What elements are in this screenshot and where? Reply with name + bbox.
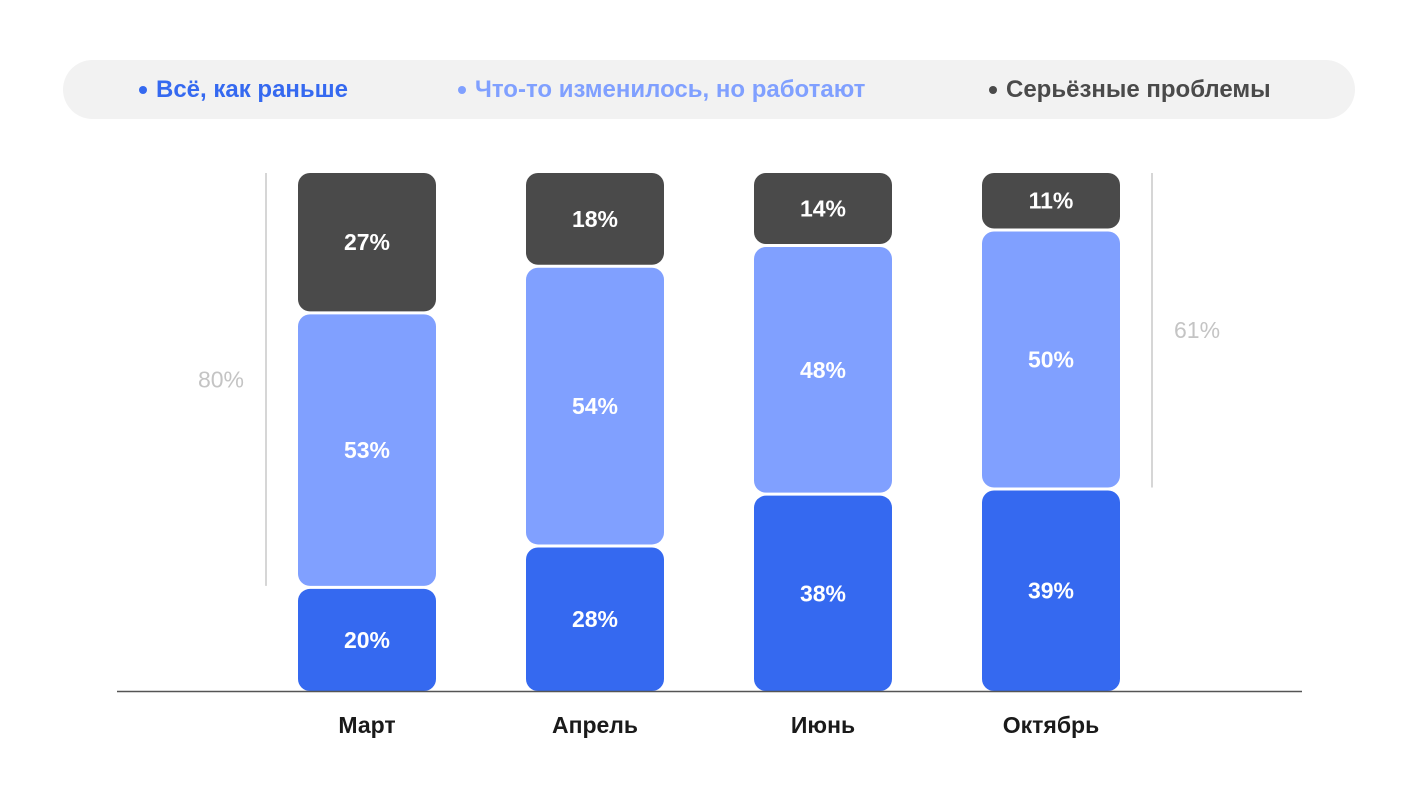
bar-segment	[982, 173, 1120, 229]
data-label: 27%	[344, 229, 390, 255]
bar-segment	[298, 173, 436, 312]
bracket-label: 61%	[1174, 317, 1220, 343]
x-tick-label: Апрель	[552, 712, 638, 738]
legend-dot-problems	[989, 85, 997, 94]
data-label: 18%	[572, 206, 618, 232]
legend-label-changed: Что-то изменилось, но работают	[475, 75, 866, 103]
bar-segment	[754, 247, 892, 493]
data-label: 14%	[800, 196, 846, 222]
x-tick-label: Июнь	[791, 712, 855, 738]
bar-segment	[298, 314, 436, 586]
bar-segment	[754, 495, 892, 691]
bar-segment	[526, 267, 664, 545]
bar-segment	[982, 231, 1120, 488]
data-label: 48%	[800, 357, 846, 383]
legend-dot-changed	[458, 85, 466, 94]
bar-segment	[754, 173, 892, 245]
data-label: 54%	[572, 393, 618, 419]
data-label: 20%	[344, 627, 390, 653]
data-label: 11%	[1029, 188, 1074, 214]
legend-item-problems: Серьёзные проблемы	[989, 76, 1271, 104]
data-label: 28%	[572, 606, 618, 632]
data-label: 50%	[1028, 346, 1074, 372]
data-label: 39%	[1028, 578, 1074, 604]
bar-segment	[298, 588, 436, 691]
bar-segment	[982, 490, 1120, 691]
bar-segment	[526, 173, 664, 265]
legend-dot-unchanged	[139, 85, 147, 94]
legend: Всё, как раньше Что-то изменилось, но ра…	[63, 60, 1355, 119]
bar-segment	[526, 547, 664, 691]
legend-label-problems: Серьёзные проблемы	[1006, 75, 1271, 103]
data-label: 53%	[344, 437, 390, 463]
x-tick-label: Март	[338, 712, 395, 738]
legend-label-unchanged: Всё, как раньше	[156, 75, 349, 103]
legend-item-changed: Что-то изменилось, но работают	[458, 76, 865, 104]
data-label: 38%	[800, 580, 846, 606]
x-tick-label: Октябрь	[1003, 712, 1099, 738]
bracket-label: 80%	[198, 366, 244, 392]
legend-item-unchanged: Всё, как раньше	[139, 76, 348, 104]
